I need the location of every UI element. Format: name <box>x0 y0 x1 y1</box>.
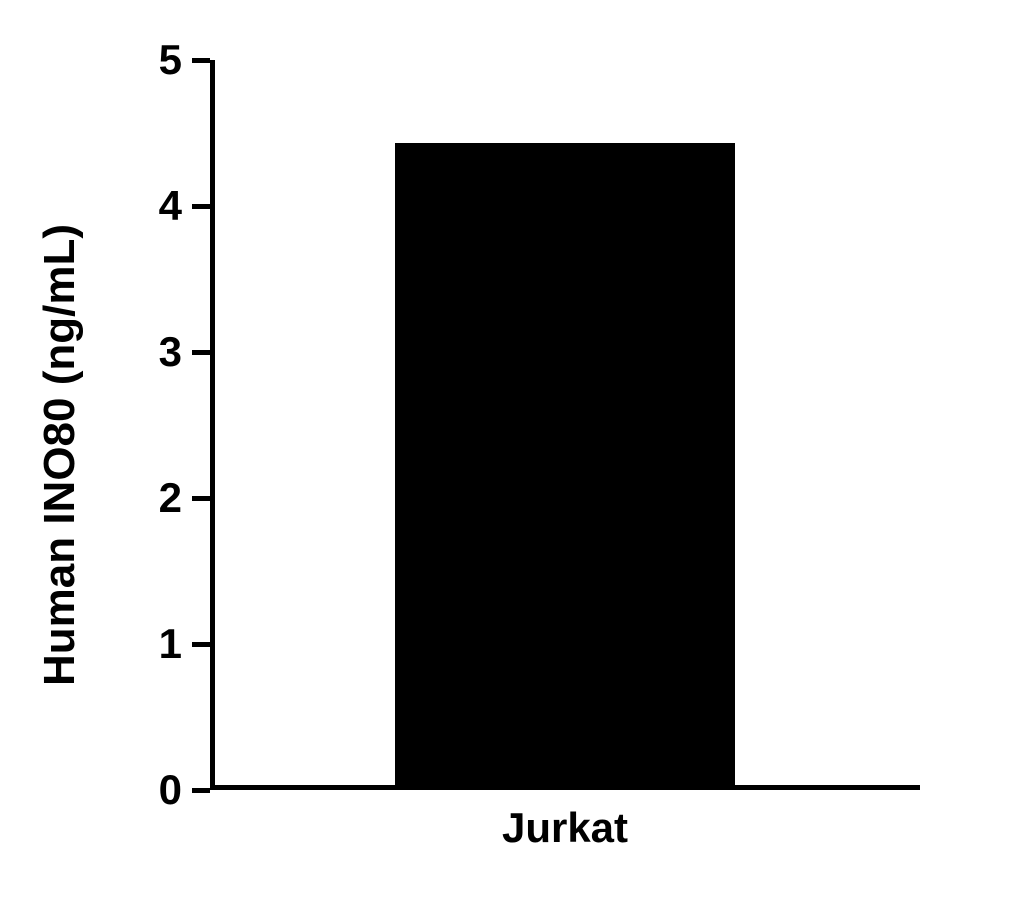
y-axis-line <box>210 60 215 790</box>
bar <box>395 143 736 785</box>
y-tick <box>192 496 210 501</box>
x-axis-line <box>210 785 920 790</box>
y-tick <box>192 204 210 209</box>
y-tick-label: 5 <box>159 36 182 84</box>
y-tick-label: 0 <box>159 766 182 814</box>
chart-container: Human INO80 (ng/mL) 012345Jurkat <box>0 0 1022 909</box>
y-tick-label: 2 <box>159 474 182 522</box>
y-tick-label: 4 <box>159 182 182 230</box>
plot-area: 012345Jurkat <box>210 60 920 790</box>
x-tick-label: Jurkat <box>502 804 628 852</box>
y-tick <box>192 788 210 793</box>
y-tick-label: 3 <box>159 328 182 376</box>
y-tick <box>192 350 210 355</box>
y-tick <box>192 58 210 63</box>
y-axis-title: Human INO80 (ng/mL) <box>35 223 85 685</box>
y-tick <box>192 642 210 647</box>
y-tick-label: 1 <box>159 620 182 668</box>
